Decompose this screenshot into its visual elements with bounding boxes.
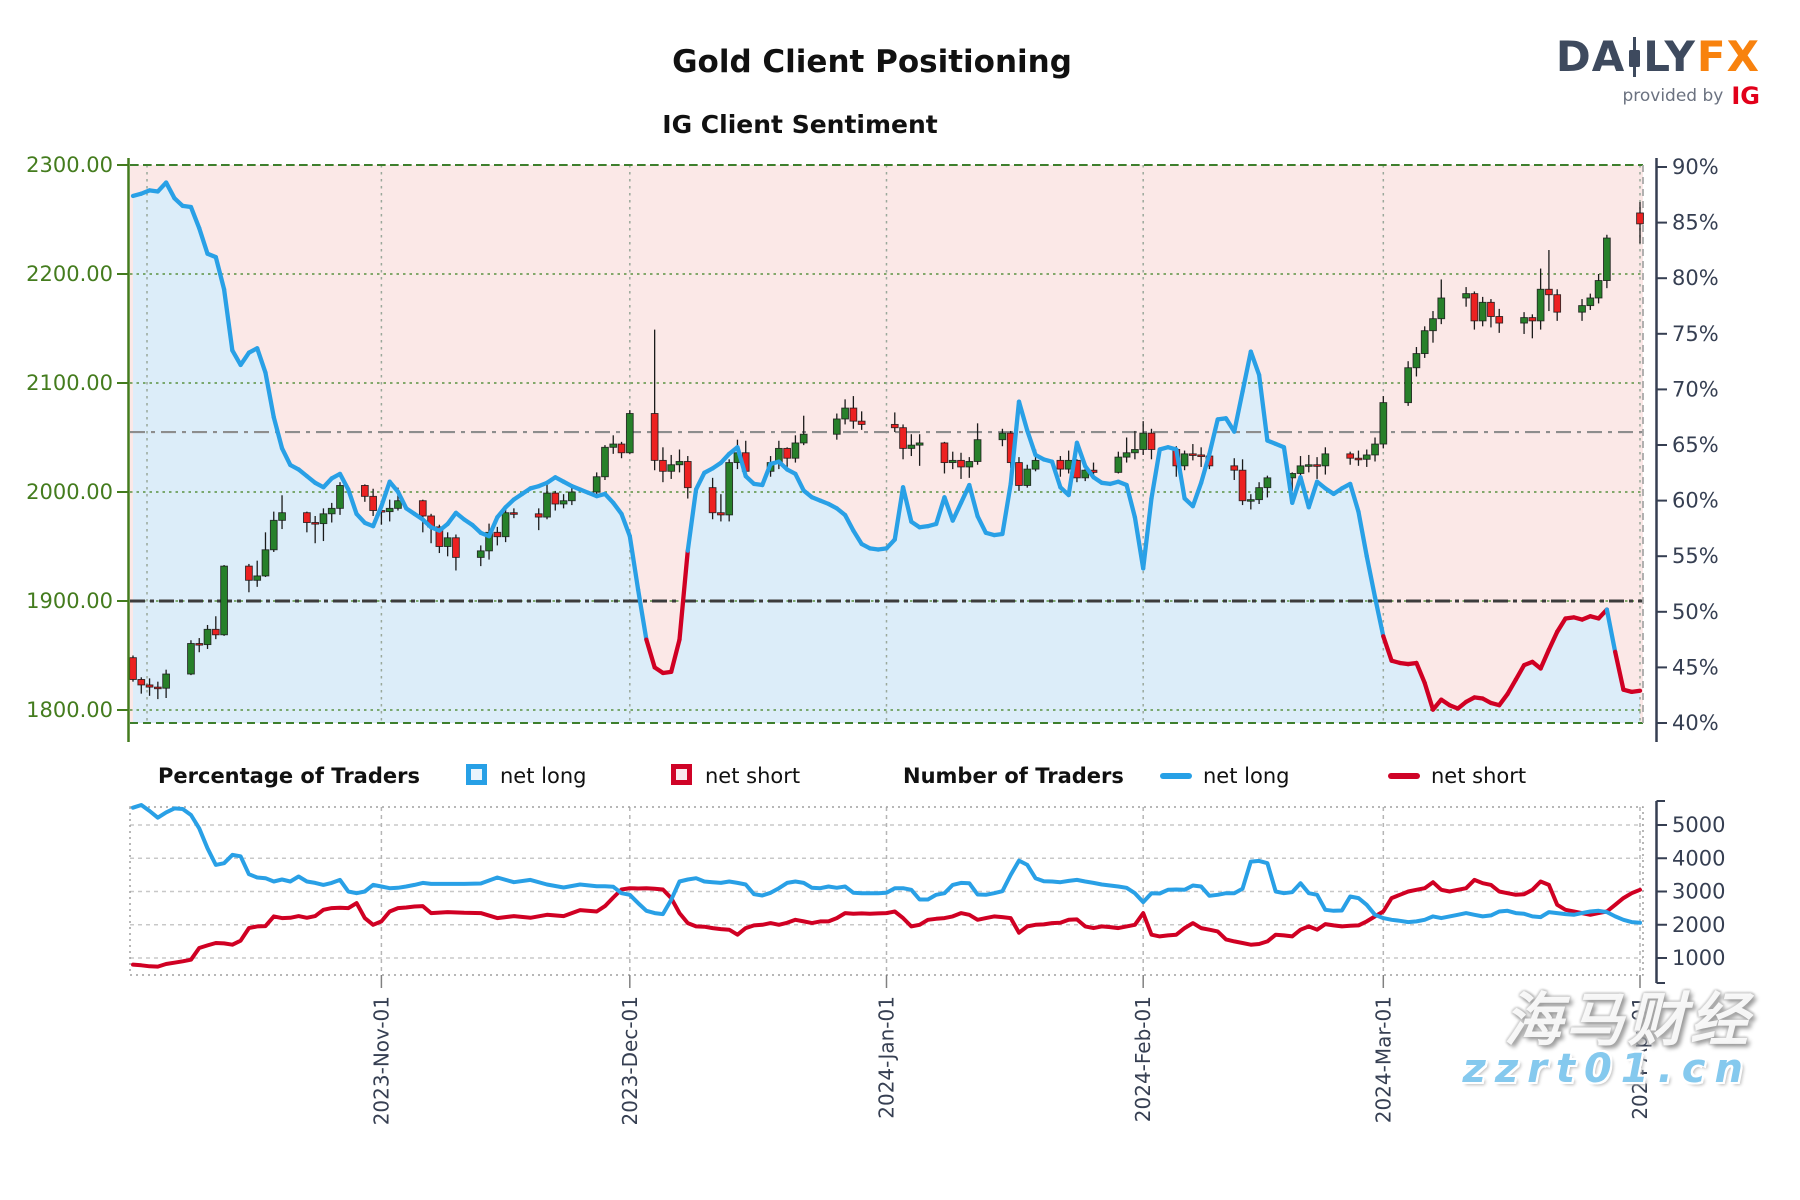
svg-text:65%: 65% — [1672, 433, 1719, 457]
svg-text:2024-Feb-01: 2024-Feb-01 — [1131, 996, 1155, 1122]
svg-text:4000: 4000 — [1672, 846, 1725, 870]
logo-text-ly: LY — [1643, 32, 1696, 81]
svg-text:55%: 55% — [1672, 544, 1719, 568]
svg-text:2023-Nov-01: 2023-Nov-01 — [369, 996, 393, 1125]
net-long-area-fill — [133, 182, 1640, 724]
svg-text:50%: 50% — [1672, 600, 1719, 624]
chart-subtitle: IG Client Sentiment — [662, 110, 938, 139]
svg-text:1000: 1000 — [1672, 946, 1725, 970]
svg-text:2024-Mar-01: 2024-Mar-01 — [1371, 996, 1395, 1123]
svg-text:2100.00: 2100.00 — [26, 371, 113, 395]
svg-text:2024-Jan-01: 2024-Jan-01 — [874, 996, 898, 1119]
ig-logo: IG — [1731, 82, 1760, 110]
svg-text:1800.00: 1800.00 — [26, 698, 113, 722]
legend-dash-net-long-icon — [1160, 773, 1192, 779]
net-short-count-line — [131, 877, 1642, 969]
candlestick-icon — [1626, 37, 1642, 77]
legend-dash-net-short-icon — [1388, 773, 1420, 779]
svg-text:3000: 3000 — [1672, 880, 1725, 904]
main-axes: 1800.00 1900.00 2000.00 2100.00 2200.00 2300.… — [26, 153, 1719, 742]
svg-text:70%: 70% — [1672, 377, 1719, 401]
legend-title-number: Number of Traders — [903, 764, 1124, 788]
price-sentiment-chart: 1800.00 1900.00 2000.00 2100.00 2200.00 2300.… — [26, 153, 1719, 742]
svg-text:2024-Apr-01: 2024-Apr-01 — [1628, 996, 1652, 1120]
dailyfx-logo: DA LY FX provided by IG — [1556, 36, 1760, 110]
date-axis: 2023-Nov-01 2023-Dec-01 2024-Jan-01 2024-Fe… — [369, 975, 1652, 1125]
svg-text:60%: 60% — [1672, 489, 1719, 513]
page-title: Gold Client Positioning — [672, 44, 1072, 80]
legend-label-pct-net-long: net long — [500, 764, 587, 788]
net-long-count-line — [131, 803, 1642, 925]
svg-text:40%: 40% — [1672, 711, 1719, 735]
svg-text:90%: 90% — [1672, 155, 1719, 179]
legend-label-pct-net-short: net short — [705, 764, 801, 788]
legend-label-num-net-short: net short — [1431, 764, 1527, 788]
svg-text:75%: 75% — [1672, 322, 1719, 346]
legend-swatch-net-short-icon — [671, 764, 692, 785]
watermark-url: zzrt01.cn — [1462, 1046, 1752, 1092]
svg-text:80%: 80% — [1672, 266, 1719, 290]
svg-text:2000.00: 2000.00 — [26, 480, 113, 504]
dailyfx-wordmark: DA LY FX — [1556, 36, 1760, 78]
logo-text-fx: FX — [1696, 32, 1760, 81]
svg-text:1900.00: 1900.00 — [26, 589, 113, 613]
svg-text:85%: 85% — [1672, 211, 1719, 235]
svg-text:2000: 2000 — [1672, 913, 1725, 937]
logo-provided-by: provided by — [1622, 85, 1724, 106]
svg-text:5000: 5000 — [1672, 813, 1725, 837]
legend-label-num-net-long: net long — [1203, 764, 1290, 788]
logo-text-da: DA — [1555, 32, 1626, 81]
legend-swatch-net-long-icon — [466, 764, 487, 785]
svg-text:2300.00: 2300.00 — [26, 153, 113, 177]
legend-title-percentage: Percentage of Traders — [158, 764, 420, 788]
svg-text:45%: 45% — [1672, 655, 1719, 679]
svg-text:2023-Dec-01: 2023-Dec-01 — [618, 996, 642, 1125]
traders-count-chart: 1000 2000 3000 4000 5000 2023-Nov-01 2023-Dec-… — [129, 800, 1725, 1125]
net-long-percent-line — [130, 180, 1643, 712]
watermark-text: 海马财经 — [1503, 986, 1752, 1054]
svg-text:2200.00: 2200.00 — [26, 262, 113, 286]
